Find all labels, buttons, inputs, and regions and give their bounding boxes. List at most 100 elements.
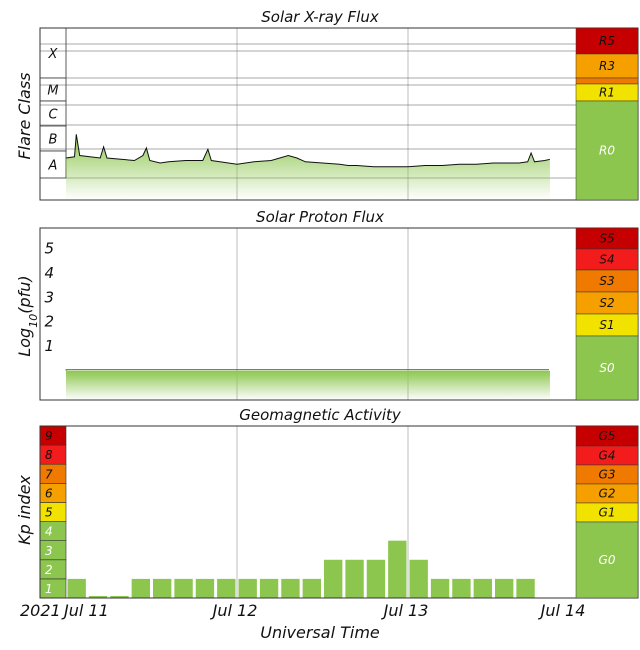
flare-class-label: X (48, 47, 59, 62)
time-tick-label: Jul 14 (538, 601, 586, 620)
kp-bar (388, 540, 407, 598)
flare-class-label: B (49, 133, 58, 148)
kp-level-label: 9 (45, 429, 53, 443)
scale-cell (575, 335, 639, 401)
time-tick-label: Jul 13 (381, 601, 429, 620)
scale-label: S3 (599, 274, 614, 288)
kp-level-label: 6 (45, 486, 53, 500)
flare-class-label: A (48, 159, 58, 174)
xray-ylabel: Flare Class (15, 72, 34, 159)
scale-label: S1 (599, 318, 614, 332)
time-ticks: Jul 11 Jul 12 Jul 13 Jul 14 (61, 601, 585, 620)
kp-bar (495, 578, 514, 598)
scale-label: G0 (599, 553, 616, 567)
scale-label: S2 (599, 296, 614, 310)
proton-ytick-label: 5 (44, 240, 54, 258)
scale-label: G4 (599, 449, 616, 463)
kp-bar (473, 578, 492, 598)
proton-ytick-label: 4 (44, 264, 54, 282)
kp-level-box (39, 483, 67, 503)
kp-bar (516, 578, 535, 598)
scale-label: S5 (599, 232, 614, 246)
xray-plot-area (65, 134, 551, 200)
scale-label: S4 (599, 253, 614, 267)
scale-label: S0 (599, 361, 615, 375)
proton-yticks: 1 2 3 4 5 (44, 240, 54, 356)
kp-bar (430, 578, 450, 598)
kp-bar (238, 578, 257, 598)
kp-level-label: 5 (45, 506, 53, 520)
kp-level-box (39, 463, 67, 484)
scale-cell (575, 53, 639, 79)
kp-level-label: 2 (45, 563, 53, 577)
scale-label: R1 (599, 86, 615, 100)
geomagnetic-storm-scale: G5 G4 G3 G2 G1 G0 (575, 425, 639, 599)
kp-bar (409, 559, 428, 598)
scale-cell (575, 100, 639, 201)
flare-class-label: C (48, 108, 58, 123)
kp-bar (174, 578, 193, 598)
xray-flux-area (66, 134, 550, 200)
proton-plot-area (65, 369, 550, 400)
scale-label: G2 (599, 487, 616, 501)
kp-level-label: 4 (45, 525, 53, 539)
flare-class-box (39, 27, 67, 79)
scale-label: R0 (599, 144, 615, 158)
xray-flux-line (65, 134, 551, 168)
kp-level-label: 3 (45, 544, 53, 558)
scale-cell (575, 521, 639, 599)
kp-grid (236, 426, 409, 598)
kp-level-label: 8 (45, 448, 53, 462)
proton-flux-area (66, 370, 550, 400)
radio-blackout-scale: R5 R3 R1 R0 (575, 27, 639, 201)
xray-title: Solar X-ray Flux (261, 8, 379, 26)
time-axis: 2021 Jul 11 Jul 12 Jul 13 Jul 14 Universal … (20, 601, 585, 642)
kp-ylabel: Kp index (15, 475, 34, 545)
kp-bar (345, 559, 364, 598)
kp-bar (324, 559, 343, 598)
time-tick-label: Jul 12 (210, 601, 258, 620)
x-axis-title: Universal Time (260, 623, 380, 642)
year-label: 2021 (20, 601, 61, 620)
kp-index-boxes: 1 2 3 4 5 6 7 8 9 (39, 425, 67, 599)
flare-class-box (39, 125, 67, 152)
kp-bar (259, 578, 279, 598)
kp-bar (366, 559, 386, 598)
kp-panel: Geomagnetic Activity Kp index 123456789 … (15, 406, 639, 599)
flare-class-label: M (47, 84, 58, 99)
proton-ytick-label: 3 (44, 288, 54, 306)
kp-bar (110, 596, 129, 598)
kp-level-label: 7 (45, 467, 53, 481)
scale-label: G3 (599, 468, 616, 482)
scale-label: G1 (599, 506, 616, 520)
kp-bars (67, 540, 535, 598)
scale-label: R3 (599, 59, 615, 73)
kp-bar (153, 578, 172, 598)
proton-ylabel: Log10(pfu) (15, 275, 40, 356)
proton-ytick-label: 2 (44, 313, 54, 331)
kp-bar (67, 578, 86, 598)
kp-bar (452, 578, 471, 598)
scale-label: R5 (599, 34, 615, 48)
kp-title: Geomagnetic Activity (239, 406, 402, 424)
kp-bar (217, 578, 236, 598)
scale-cell (575, 77, 639, 85)
kp-level-box (39, 502, 67, 522)
kp-level-box (39, 540, 67, 561)
kp-level-box (39, 521, 67, 541)
kp-bar (131, 578, 150, 598)
solar-radiation-scale: S5 S4 S3 S2 S1 S0 (575, 227, 639, 401)
kp-level-box (39, 444, 67, 465)
scale-label: G5 (599, 429, 616, 443)
kp-level-box (39, 425, 67, 446)
kp-bar (302, 578, 321, 598)
kp-bar (281, 578, 300, 598)
scale-cell (575, 27, 639, 55)
kp-level-label: 1 (45, 582, 53, 596)
kp-level-box (39, 578, 67, 599)
proton-flux-line (65, 369, 549, 371)
